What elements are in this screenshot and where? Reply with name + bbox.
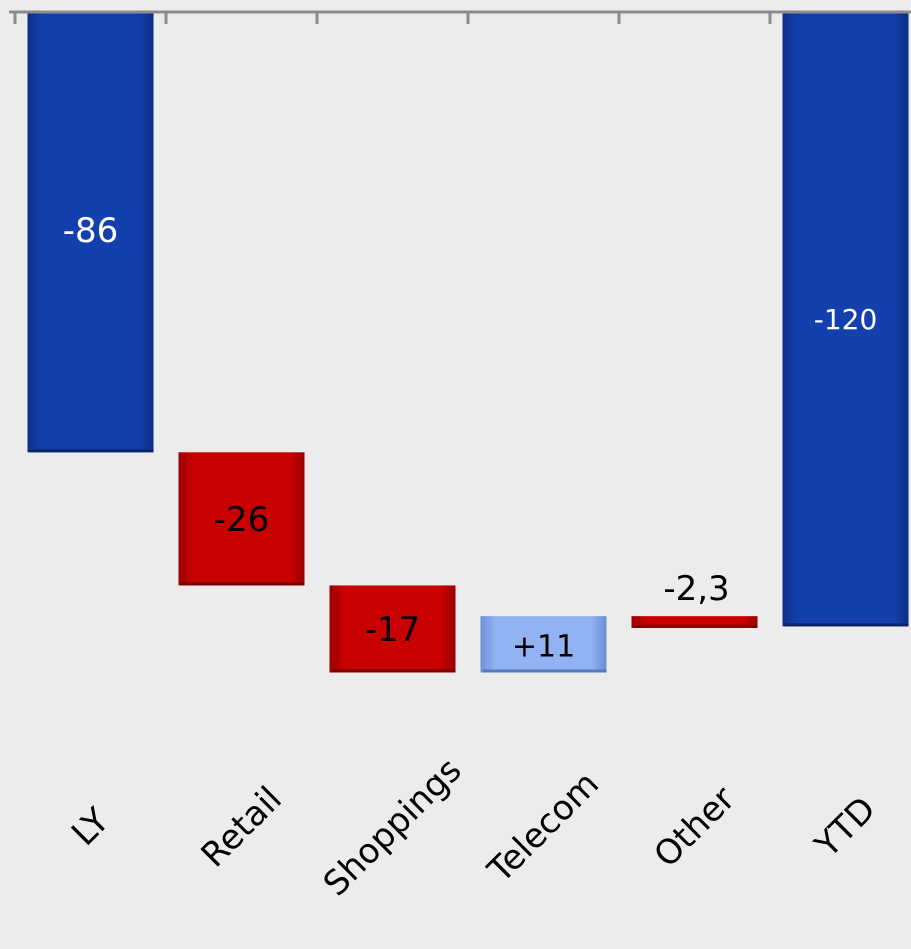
bars-layer [27,12,909,673]
bar-ytd [782,12,909,627]
category-labels: LY Retail Shoppings Telecom Other YTD [64,750,884,904]
category-label-other: Other [646,779,743,876]
bar-ly-shadow [29,449,154,453]
category-label-ly: LY [64,800,117,853]
bar-ytd-shadow [784,623,909,627]
category-label-retail: Retail [194,779,290,875]
value-label-shoppings: -17 [365,610,421,650]
bar-retail-body [178,452,305,586]
bar-retail-shadow [180,582,305,586]
category-label-shoppings: Shoppings [316,750,470,904]
value-label-ytd: -120 [814,303,878,336]
bar-other-shadow [633,624,758,628]
bar-retail [178,452,305,586]
category-label-telecom: Telecom [480,764,607,891]
bar-ytd-body [782,12,909,627]
bar-ly [27,12,154,453]
x-axis [9,10,911,24]
bar-telecom-shadow [482,669,607,673]
value-label-telecom: +11 [512,629,575,664]
value-label-other: -2,3 [663,569,729,609]
bar-ly-body [27,12,154,453]
bar-shoppings-shadow [331,669,456,673]
bar-shoppings-body [329,585,456,673]
bar-telecom [480,616,607,673]
bar-shoppings [329,585,456,673]
value-labels: -86 -26 -17 +11 -2,3 -120 [63,211,878,664]
value-label-retail: -26 [214,500,270,540]
bar-other-body [631,616,758,628]
bar-telecom-body [480,616,607,673]
category-label-ytd: YTD [807,789,884,866]
bar-other [631,616,758,628]
value-label-ly: -86 [63,211,119,251]
